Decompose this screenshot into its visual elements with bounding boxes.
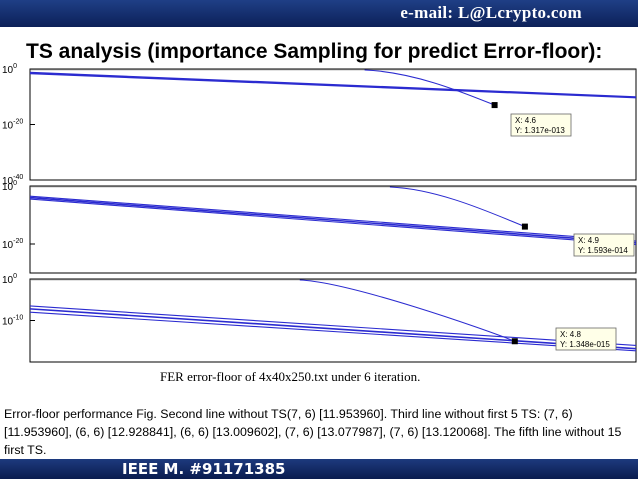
plot-panel-3-series-2 — [29, 308, 637, 350]
plot-panel-1-datatip-x: X: 4.6 — [515, 116, 536, 125]
plot-panel-2-datatip-x: X: 4.9 — [578, 236, 599, 245]
figure-description: Error-floor performance Fig. Second line… — [4, 407, 622, 457]
plot-panel-3-datatip-marker — [511, 338, 518, 345]
plot-panel-3-tick-label-1: 100 — [2, 273, 17, 286]
plot-panel-2-tick-label-2: 10-20 — [2, 238, 23, 251]
plot-panel-3-falling-curve — [299, 279, 515, 342]
plot-panel-2-series-1 — [29, 195, 637, 242]
plot-panel-2-datatip-marker — [521, 223, 528, 230]
bottom-banner: IEEE M. #91171385 — [0, 459, 638, 479]
plot-panel-1-datatip-marker — [491, 102, 498, 109]
plot-panel-2-datatip-box — [573, 233, 635, 257]
plot-panel-3-datatip-box — [555, 327, 617, 351]
plot-panel-2-datatip-y: Y: 1.593e-014 — [578, 246, 628, 255]
top-banner: e-mail: L@Lcrypto.com — [0, 0, 638, 27]
plot-panel-1-tick-label-2: 10-20 — [2, 119, 23, 132]
plot-panel-2-frame — [29, 185, 637, 274]
plot-panel-1-series-1 — [29, 71, 637, 98]
ieee-member-number: IEEE M. #91171385 — [122, 460, 286, 478]
plot-panel-3-series-3 — [29, 311, 637, 352]
plot-panel-3-frame — [29, 278, 637, 363]
plot-panel-1-datatip-box — [510, 113, 572, 137]
plot-panel-1-tick-label-3: 10-40 — [2, 174, 23, 187]
email-text: e-mail: L@Lcrypto.com — [400, 3, 582, 22]
plot-panel-3-datatip-y: Y: 1.348e-015 — [560, 340, 610, 349]
plot-panel-2-falling-curve — [389, 186, 526, 228]
plot-panel-3-series-1 — [29, 305, 637, 346]
plot-panel-1-datatip-y: Y: 1.317e-013 — [515, 126, 565, 135]
plot-panel-3-tick-label-2: 10-10 — [2, 315, 23, 328]
plot-panel-2-series-3 — [29, 198, 637, 246]
plot-panel-1-tick-label-1: 100 — [2, 63, 17, 76]
slide-title: TS analysis (importance Sampling for pre… — [26, 40, 603, 63]
figure-caption: FER error-floor of 4x40x250.txt under 6 … — [160, 369, 421, 384]
plot-panel-2-series-2 — [29, 196, 637, 244]
plot-panel-3-datatip-x: X: 4.8 — [560, 330, 581, 339]
plot-panel-1-series-2 — [29, 72, 637, 99]
plot-panel-1-falling-curve — [364, 69, 495, 106]
plot-panel-2-tick-label-1: 100 — [2, 180, 17, 193]
